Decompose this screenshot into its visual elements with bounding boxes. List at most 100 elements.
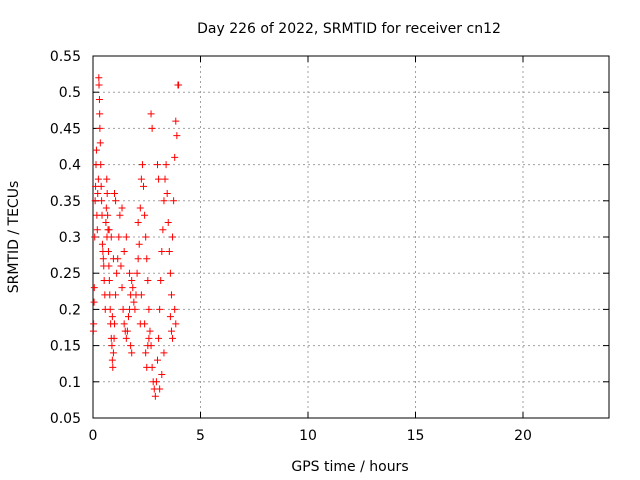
data-point	[108, 342, 116, 350]
data-point	[166, 269, 174, 277]
data-point	[99, 255, 107, 263]
y-tick-label: 0.4	[59, 158, 81, 174]
data-point	[95, 95, 103, 103]
data-point	[169, 334, 177, 342]
y-tick-label: 0.25	[50, 266, 81, 282]
data-point	[113, 269, 121, 277]
data-point	[116, 211, 124, 219]
data-point	[141, 320, 149, 328]
data-point	[162, 161, 170, 169]
data-point	[97, 161, 105, 169]
data-point	[165, 247, 173, 255]
data-points	[89, 74, 183, 400]
data-point	[111, 320, 118, 328]
data-point	[105, 276, 113, 284]
data-point	[120, 247, 128, 255]
data-point	[135, 240, 143, 248]
data-point	[152, 378, 160, 386]
y-tick-label: 0.55	[50, 49, 81, 65]
data-point	[144, 276, 152, 284]
data-point	[167, 291, 175, 299]
data-point	[138, 161, 146, 169]
data-point	[112, 291, 120, 299]
data-point	[108, 356, 116, 364]
y-tick-labels: 0.05 0.1 0.15 0.2 0.25 0.3 0.35 0.4 0.45 0.5 0.55	[50, 49, 81, 427]
data-point	[142, 349, 150, 357]
data-point	[106, 305, 114, 313]
data-point	[94, 175, 102, 183]
data-point	[107, 233, 115, 241]
data-point	[130, 298, 138, 306]
x-tick-label: 0	[89, 428, 98, 444]
x-tick-label: 5	[196, 428, 205, 444]
data-point	[154, 356, 161, 364]
data-point	[172, 320, 180, 328]
data-point	[158, 247, 166, 255]
data-point	[97, 182, 105, 190]
data-point	[103, 190, 111, 198]
data-point	[119, 305, 127, 313]
data-point	[109, 363, 117, 371]
data-point	[171, 153, 179, 161]
y-tick-label: 0.5	[59, 85, 81, 101]
data-point	[169, 233, 177, 241]
data-point	[140, 182, 148, 190]
data-point	[123, 327, 131, 335]
data-point	[155, 334, 163, 342]
y-tick-label: 0.35	[50, 194, 81, 210]
data-point	[104, 247, 112, 255]
y-tick-label: 0.45	[50, 121, 81, 137]
data-point	[105, 226, 113, 234]
data-point	[117, 262, 125, 270]
data-point	[156, 385, 164, 393]
data-point	[110, 334, 118, 342]
data-point	[96, 110, 104, 118]
data-point	[151, 392, 159, 400]
data-point	[166, 313, 174, 321]
data-point	[95, 81, 103, 89]
data-point	[93, 226, 101, 234]
data-point	[90, 320, 98, 328]
data-point	[134, 219, 142, 227]
data-point	[94, 190, 102, 198]
data-point	[144, 342, 152, 350]
data-point	[127, 342, 135, 350]
x-tick-label: 15	[407, 428, 425, 444]
data-point	[137, 291, 145, 299]
data-point	[105, 262, 113, 270]
x-tick-label: 20	[514, 428, 532, 444]
y-tick-label: 0.05	[50, 411, 81, 427]
data-point	[122, 233, 130, 241]
data-point	[155, 175, 163, 183]
data-point	[158, 371, 166, 379]
data-point	[124, 313, 132, 321]
data-point	[160, 349, 168, 357]
data-point	[96, 124, 104, 132]
data-point	[137, 175, 145, 183]
data-point	[96, 139, 104, 147]
data-point	[172, 117, 180, 125]
data-point	[92, 146, 100, 154]
chart-title: Day 226 of 2022, SRMTID for receiver cn1…	[197, 21, 501, 37]
data-point	[154, 161, 161, 169]
data-point	[134, 255, 142, 263]
data-point	[136, 204, 144, 212]
data-point	[157, 276, 165, 284]
y-tick-label: 0.15	[50, 339, 81, 355]
data-point	[112, 197, 120, 205]
data-point	[128, 349, 136, 357]
data-point	[142, 233, 150, 241]
data-point	[161, 175, 169, 183]
data-point	[156, 305, 164, 313]
data-point	[122, 334, 130, 342]
data-point	[104, 211, 112, 219]
data-point	[118, 204, 126, 212]
data-point	[145, 305, 153, 313]
x-tick-label: 10	[299, 428, 317, 444]
data-point	[129, 284, 137, 292]
data-point	[148, 124, 156, 132]
x-axis-label: GPS time / hours	[291, 459, 408, 475]
data-point	[175, 81, 183, 89]
data-point	[133, 269, 141, 277]
